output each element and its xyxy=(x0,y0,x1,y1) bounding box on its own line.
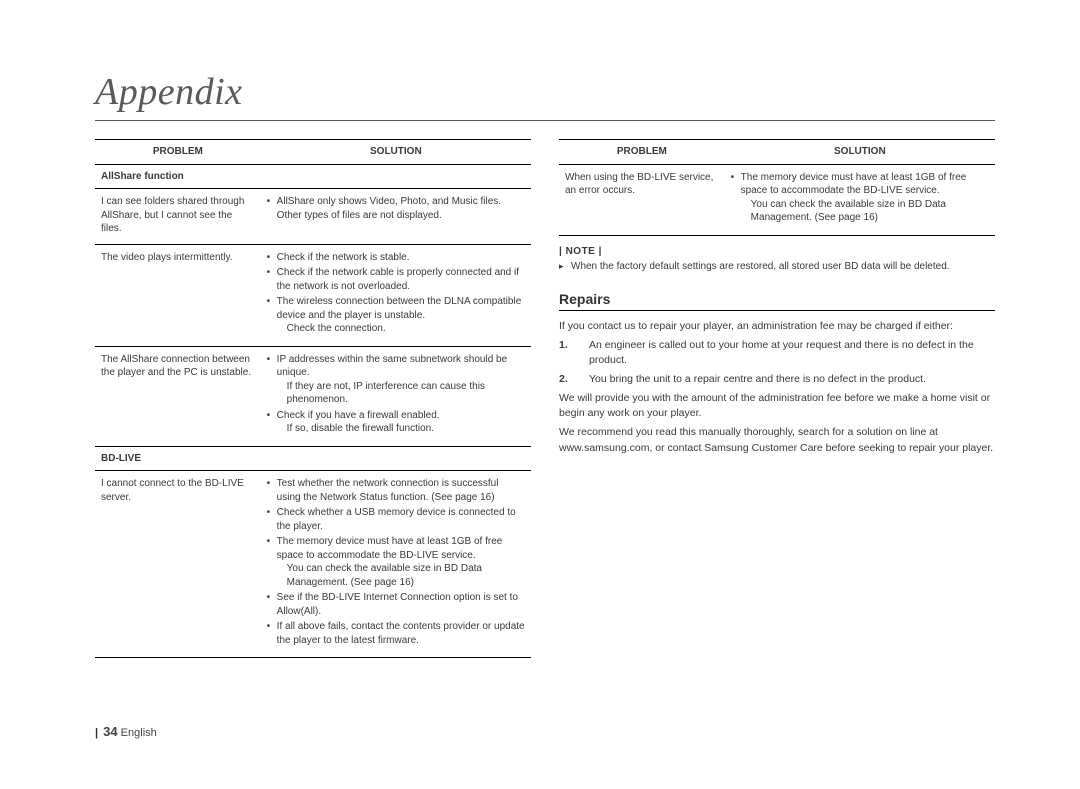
table-subhead-row: BD-LIVE xyxy=(95,446,531,471)
table-row: The video plays intermittently. Check if… xyxy=(95,244,531,346)
problem-cell: When using the BD-LIVE service, an error… xyxy=(559,164,725,235)
solution-cell: IP addresses within the same subnetwork … xyxy=(261,346,531,446)
list-item: The wireless connection between the DLNA… xyxy=(267,295,525,336)
note-text: When the factory default settings are re… xyxy=(559,260,995,274)
list-item: The memory device must have at least 1GB… xyxy=(267,535,525,589)
list-item: Check if the network cable is properly c… xyxy=(267,266,525,293)
table-subhead-row: AllShare function xyxy=(95,164,531,189)
page-number: 34 xyxy=(103,724,117,739)
col-solution: SOLUTION xyxy=(725,140,995,165)
list-item: If all above fails, contact the contents… xyxy=(267,620,525,647)
list-item: See if the BD-LIVE Internet Connection o… xyxy=(267,591,525,618)
solution-cell: The memory device must have at least 1GB… xyxy=(725,164,995,235)
table-header-row: PROBLEM SOLUTION xyxy=(95,140,531,165)
col-solution: SOLUTION xyxy=(261,140,531,165)
table-row: When using the BD-LIVE service, an error… xyxy=(559,164,995,235)
note-label: | NOTE | xyxy=(559,246,995,257)
right-column: PROBLEM SOLUTION When using the BD-LIVE … xyxy=(559,139,995,658)
troubleshoot-table-left: PROBLEM SOLUTION AllShare function I can… xyxy=(95,139,531,658)
table-row: The AllShare connection between the play… xyxy=(95,346,531,446)
solution-cell: AllShare only shows Video, Photo, and Mu… xyxy=(261,189,531,245)
footer-bar-icon: | xyxy=(95,727,98,739)
troubleshoot-table-right: PROBLEM SOLUTION When using the BD-LIVE … xyxy=(559,139,995,236)
problem-cell: I cannot connect to the BD-LIVE server. xyxy=(95,471,261,658)
repairs-list: 1.An engineer is called out to your home… xyxy=(559,338,995,387)
problem-cell: The AllShare connection between the play… xyxy=(95,346,261,446)
subhead-allshare: AllShare function xyxy=(95,164,531,189)
left-column: PROBLEM SOLUTION AllShare function I can… xyxy=(95,139,531,658)
list-item: IP addresses within the same subnetwork … xyxy=(267,353,525,407)
col-problem: PROBLEM xyxy=(559,140,725,165)
page-language: English xyxy=(121,727,157,739)
problem-cell: I can see folders shared through AllShar… xyxy=(95,189,261,245)
list-item: Check if you have a firewall enabled. If… xyxy=(267,409,525,436)
col-problem: PROBLEM xyxy=(95,140,261,165)
list-item: Check whether a USB memory device is con… xyxy=(267,506,525,533)
list-item: 2.You bring the unit to a repair centre … xyxy=(559,372,995,387)
repairs-para: We recommend you read this manually thor… xyxy=(559,425,995,455)
solution-cell: Check if the network is stable. Check if… xyxy=(261,244,531,346)
problem-cell: The video plays intermittently. xyxy=(95,244,261,346)
list-item: The memory device must have at least 1GB… xyxy=(731,171,989,225)
repairs-para: We will provide you with the amount of t… xyxy=(559,391,995,421)
table-row: I cannot connect to the BD-LIVE server. … xyxy=(95,471,531,658)
content-columns: PROBLEM SOLUTION AllShare function I can… xyxy=(95,139,995,658)
solution-cell: Test whether the network connection is s… xyxy=(261,471,531,658)
repairs-heading: Repairs xyxy=(559,291,995,311)
repairs-intro: If you contact us to repair your player,… xyxy=(559,319,995,334)
page-footer: | 34 English xyxy=(95,724,157,739)
table-header-row: PROBLEM SOLUTION xyxy=(559,140,995,165)
list-item: Test whether the network connection is s… xyxy=(267,477,525,504)
list-item: AllShare only shows Video, Photo, and Mu… xyxy=(267,195,525,222)
list-item: Check if the network is stable. xyxy=(267,251,525,265)
page-title: Appendix xyxy=(95,70,995,121)
table-row: I can see folders shared through AllShar… xyxy=(95,189,531,245)
list-item: 1.An engineer is called out to your home… xyxy=(559,338,995,368)
subhead-bdlive: BD-LIVE xyxy=(95,446,531,471)
